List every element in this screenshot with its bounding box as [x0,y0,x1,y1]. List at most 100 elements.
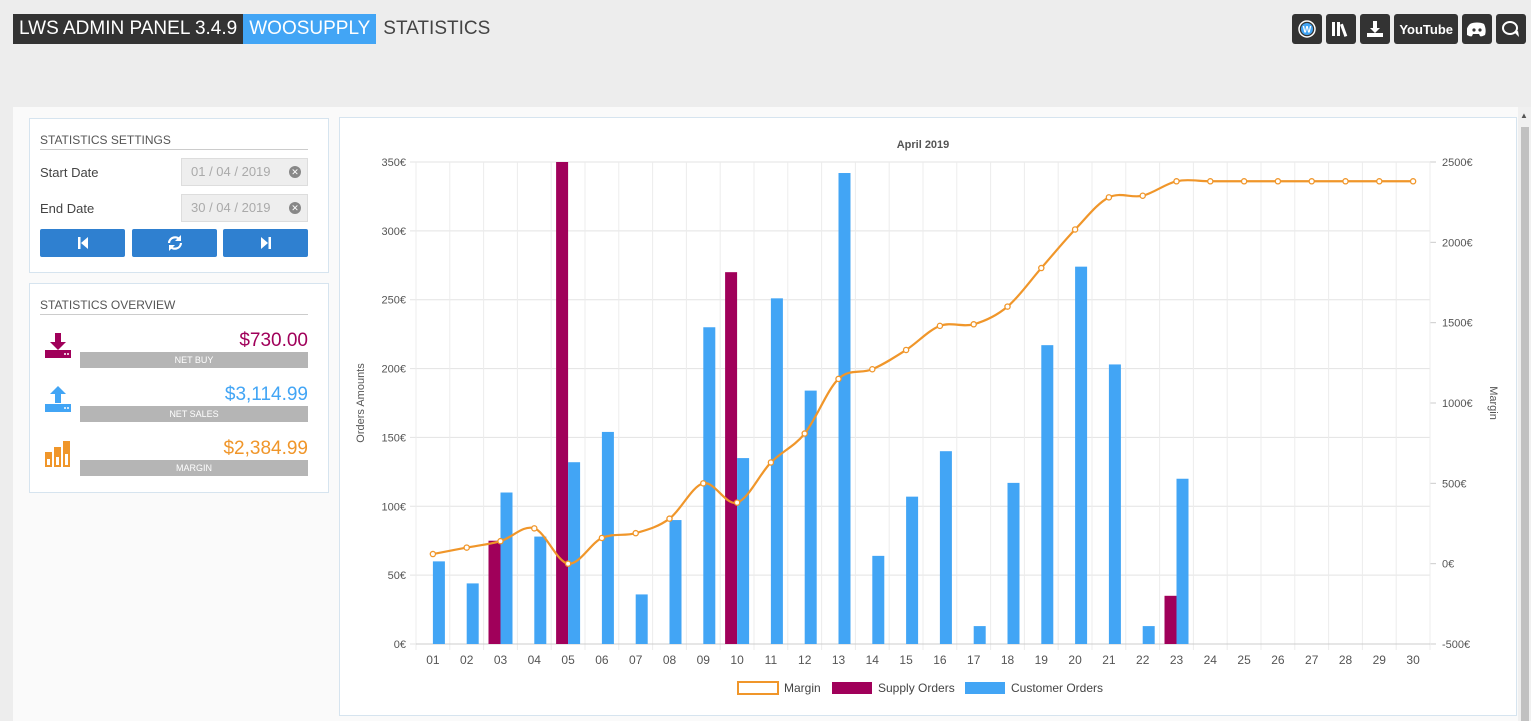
customer-orders-bar [872,555,885,644]
margin-point [429,550,437,558]
header-icons: W YouTube [1292,14,1526,44]
x-tick-label: 01 [426,653,440,667]
customer-orders-bar [1142,626,1155,644]
y2-tick-label: 0€ [1442,559,1454,571]
margin-point [1105,194,1113,201]
y-tick-label: 50€ [388,570,406,582]
supply-orders-bar [725,272,738,644]
margin-bars-icon [45,441,70,467]
x-tick-label: 16 [933,653,947,667]
youtube-icon[interactable]: YouTube [1394,14,1458,44]
margin-point [801,430,808,437]
customer-orders-bar [601,431,614,644]
net-buy-label: NET BUY [80,352,308,368]
margin-point [666,515,673,522]
customer-orders-bar [838,173,851,644]
next-period-button[interactable] [223,229,308,257]
net-sales-value: $3,114.99 [224,384,308,405]
margin-point [902,346,910,354]
x-tick-label: 07 [629,653,643,667]
x-tick-label: 13 [832,653,846,667]
wordpress-icon[interactable]: W [1292,14,1323,44]
library-icon[interactable] [1326,14,1357,44]
svg-text:W: W [1303,25,1312,35]
chart-box: April 2019 0€ 50€ 100€ 150€ 200€ 250€ 300€ 350€ -… [339,117,1517,716]
margin-point [869,366,876,373]
margin-point [970,321,977,328]
margin-point [1409,178,1417,185]
statistics-settings-box: STATISTICS SETTINGS Start Date 01 / 04 /… [29,118,329,273]
margin-point [1071,226,1079,233]
net-sales-upload-icon [45,386,71,412]
x-tick-label: 09 [697,653,711,667]
x-tick-label: 30 [1406,653,1420,667]
margin-point [936,322,944,330]
customer-orders-bar [1108,364,1121,644]
x-tick-label: 28 [1339,653,1353,667]
main-panel: STATISTICS SETTINGS Start Date 01 / 04 /… [13,107,1518,721]
start-date-input[interactable]: 01 / 04 / 2019 ✕ [181,158,308,186]
chart-title: April 2019 [897,139,950,151]
plugin-name: WOOSUPPLY [243,14,377,44]
margin-point [767,459,775,466]
margin-point [1207,178,1214,185]
legend-swatch [832,682,872,694]
x-tick-label: 06 [595,653,609,667]
customer-orders-bar [466,583,479,644]
refresh-icon [167,235,182,251]
customer-orders-bar [906,496,919,644]
margin-row: $2,384.99 MARGIN [40,438,308,488]
x-tick-label: 19 [1035,653,1049,667]
y-tick-label: 100€ [382,501,406,513]
overview-title: STATISTICS OVERVIEW [40,298,308,315]
customer-orders-bar [635,594,648,644]
scrollbar-thumb[interactable] [1521,127,1529,721]
statistics-overview-box: STATISTICS OVERVIEW $730.00 NET BUY $3,1… [29,283,329,493]
settings-title: STATISTICS SETTINGS [40,133,308,150]
margin-point [1376,178,1383,185]
previous-period-button[interactable] [40,229,125,257]
customer-orders-bar [534,536,547,644]
scroll-up-icon[interactable]: ▲ [1520,111,1528,120]
margin-point [632,529,639,537]
legend-label: Margin [784,681,821,695]
top-bar: LWS ADMIN PANEL 3.4.9 WOOSUPPLY STATISTI… [0,0,1531,60]
customer-orders-bar [770,298,783,644]
y2-tick-label: 500€ [1442,478,1466,490]
y-tick-label: 150€ [382,432,406,444]
clear-start-date-icon[interactable]: ✕ [289,166,301,178]
margin-point [598,534,606,542]
customer-orders-bar [669,520,682,644]
customer-orders-bar [1007,482,1020,644]
end-date-value: 30 / 04 / 2019 [191,200,271,215]
clear-end-date-icon[interactable]: ✕ [289,202,301,214]
youtube-label: YouTube [1399,21,1453,37]
discord-icon[interactable] [1462,14,1492,44]
margin-point [1342,178,1349,185]
y-tick-label: 250€ [382,295,406,307]
margin-point [463,544,470,551]
margin-point [835,375,842,383]
y-tick-label: 200€ [382,364,406,376]
refresh-button[interactable] [132,229,217,257]
margin-point [497,537,504,545]
x-tick-label: 27 [1305,653,1319,667]
end-date-input[interactable]: 30 / 04 / 2019 ✕ [181,194,308,222]
x-tick-label: 22 [1136,653,1150,667]
y-tick-label: 300€ [382,226,406,238]
y2-tick-label: 2500€ [1442,157,1473,169]
margin-point [700,480,707,487]
margin-point [1274,178,1282,185]
skip-back-icon [77,237,88,249]
x-tick-label: 11 [765,653,778,667]
customer-orders-bar [804,390,817,644]
download-icon[interactable] [1360,14,1391,44]
y2-tick-label: 1000€ [1442,398,1473,410]
chat-icon[interactable] [1496,14,1526,44]
page-scrollbar[interactable]: ▲ [1518,107,1531,721]
y2-tick-label: 2000€ [1442,237,1473,249]
orders-chart: April 20190€50€100€150€200€250€300€350€-… [355,139,1499,695]
skip-forward-icon [260,237,271,249]
x-tick-label: 03 [494,653,508,667]
start-date-label: Start Date [40,165,99,180]
